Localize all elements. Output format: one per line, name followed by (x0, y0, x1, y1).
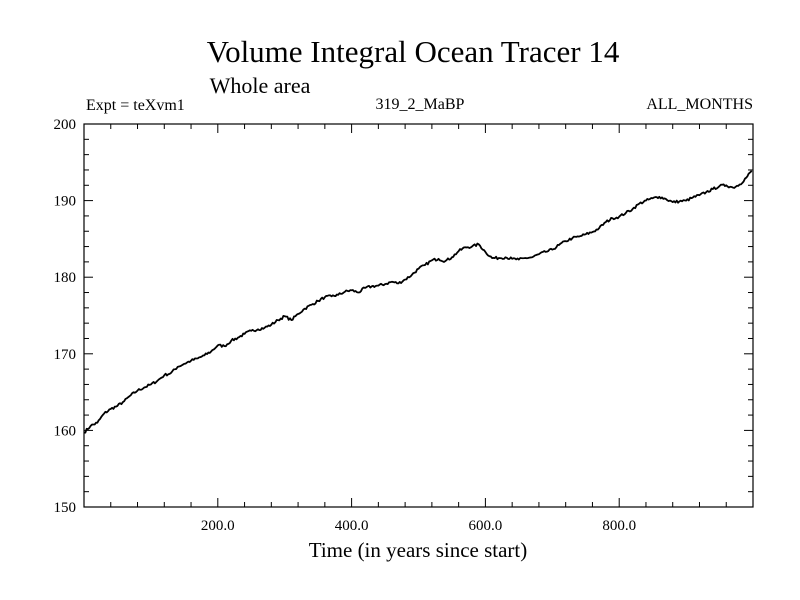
annotation-expt: Expt = teXvm1 (86, 97, 185, 114)
annotation-months: ALL_MONTHS (646, 96, 753, 113)
plot-frame (83, 123, 754, 508)
y-tick-label: 150 (54, 500, 77, 516)
y-tick-label: 180 (54, 270, 77, 286)
x-tick-label: 800.0 (602, 518, 636, 534)
x-tick-label: 200.0 (201, 518, 235, 534)
y-tick-label: 160 (54, 423, 77, 439)
chart-title: Volume Integral Ocean Tracer 14 (207, 34, 620, 69)
annotation-period: 319_2_MaBP (376, 96, 465, 113)
chart-subtitle: Whole area (210, 73, 311, 98)
x-axis: 200.0 400.0 600.0 800.0 (110, 124, 727, 534)
series-group (83, 170, 753, 434)
y-tick-label: 190 (54, 194, 77, 210)
x-tick-label: 400.0 (335, 518, 369, 534)
y-tick-label: 200 (54, 117, 77, 133)
x-axis-label: Time (in years since start) (309, 538, 528, 562)
y-tick-label: 170 (54, 347, 77, 363)
series-line (83, 170, 753, 434)
y-axis: 150 160 170 180 190 200 (54, 117, 753, 516)
x-tick-label: 600.0 (469, 518, 503, 534)
